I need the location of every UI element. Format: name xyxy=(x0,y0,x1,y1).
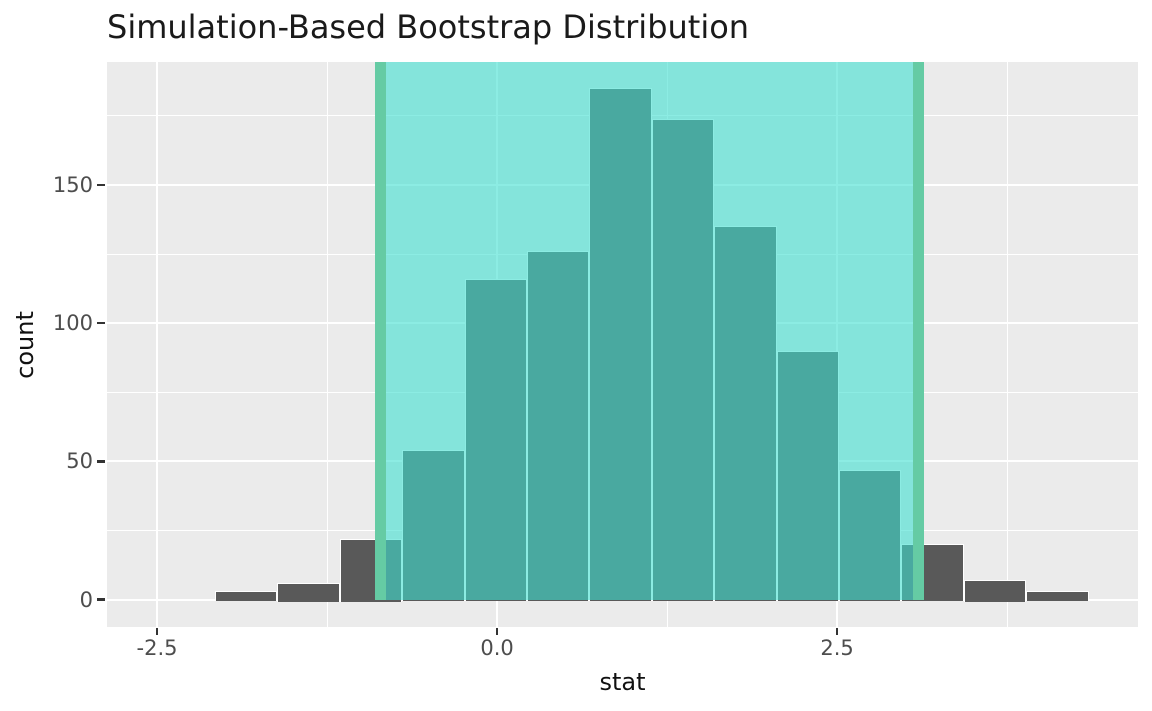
x-tick-label: 2.5 xyxy=(820,636,854,660)
plot-panel xyxy=(107,62,1138,627)
ci-line-lower xyxy=(374,62,386,600)
y-tick-label: 0 xyxy=(79,587,93,612)
gridline-minor-x xyxy=(1006,62,1008,627)
x-tick-mark xyxy=(155,628,159,635)
gridline-minor-x xyxy=(326,62,328,627)
histogram-bar xyxy=(963,580,1027,602)
y-tick-mark xyxy=(97,598,105,601)
y-tick-label: 150 xyxy=(52,172,93,197)
y-tick-mark xyxy=(97,183,105,187)
y-axis-title: count xyxy=(11,311,39,380)
y-tick-mark xyxy=(97,460,105,463)
confidence-interval-shade xyxy=(380,62,919,600)
histogram-bar xyxy=(214,591,278,602)
y-tick-mark xyxy=(97,321,105,325)
y-tick-label: 50 xyxy=(66,449,93,474)
gridline-major-x xyxy=(156,62,159,627)
x-axis-title: stat xyxy=(599,668,646,696)
y-tick-label: 100 xyxy=(52,311,93,336)
x-tick-label: -2.5 xyxy=(136,636,178,660)
x-tick-label: 0.0 xyxy=(480,636,514,660)
plot-title: Simulation-Based Bootstrap Distribution xyxy=(107,8,750,46)
ci-line-upper xyxy=(913,62,925,600)
x-tick-mark xyxy=(835,628,839,635)
x-tick-mark xyxy=(495,628,499,635)
histogram-bar xyxy=(1026,591,1089,602)
histogram-bar xyxy=(277,582,340,602)
